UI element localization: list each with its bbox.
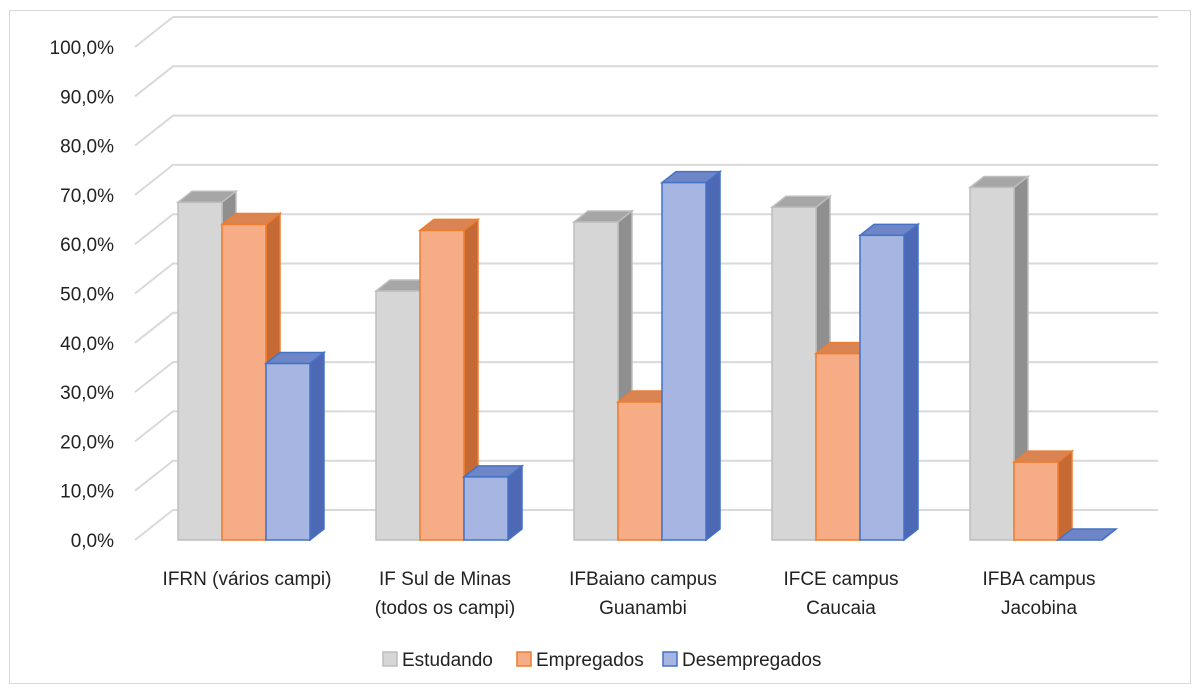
x-category-label: IFBaiano campus xyxy=(569,569,717,590)
bar-side-face xyxy=(705,170,721,542)
bar xyxy=(461,464,525,542)
y-tick-label: 40,0% xyxy=(60,334,114,355)
x-axis-labels: IFRN (vários campi) IF Sul de Minas (todos… xyxy=(163,569,1096,619)
bar-front-face xyxy=(419,229,465,541)
x-category-label: IF Sul de Minas xyxy=(379,569,511,590)
bar-front-face xyxy=(661,181,707,541)
bar-front-face xyxy=(265,362,311,541)
y-tick-label: 80,0% xyxy=(60,137,114,158)
y-tick-label: 90,0% xyxy=(60,87,114,108)
bar xyxy=(659,170,723,542)
y-tick-label: 100,0% xyxy=(50,38,115,59)
legend-swatch xyxy=(516,651,532,667)
bar-front-face xyxy=(617,401,663,541)
x-category-label: Guanambi xyxy=(599,598,687,619)
y-axis-labels: 0,0% 10,0% 20,0% 30,0% 40,0% 50,0% 60,0% 70,0% 8… xyxy=(50,38,115,552)
bar-front-face xyxy=(815,352,861,541)
bar-front-face xyxy=(1013,461,1059,541)
bar-front-face xyxy=(221,223,267,541)
bar-side-face xyxy=(903,222,919,542)
y-tick-label: 60,0% xyxy=(60,235,114,256)
bar-front-face xyxy=(859,234,905,541)
bar xyxy=(417,217,481,542)
x-category-label: IFRN (vários campi) xyxy=(163,569,332,590)
bar-front-face xyxy=(463,476,509,541)
y-tick-label: 0,0% xyxy=(71,531,114,552)
legend: Estudando Empregados Desempregados xyxy=(382,650,821,671)
legend-label: Desempregados xyxy=(682,650,821,671)
bar-side-face xyxy=(507,464,523,542)
x-category-label: Jacobina xyxy=(1001,598,1077,619)
legend-swatch xyxy=(382,651,398,667)
bar xyxy=(1011,449,1075,542)
bar-front-face xyxy=(177,201,223,541)
bar-front-face xyxy=(969,186,1015,541)
bar-side-face xyxy=(1101,528,1117,541)
bar-front-face xyxy=(573,221,619,541)
bar-front-face xyxy=(375,290,421,541)
bar-side-face xyxy=(309,350,325,542)
y-tick-label: 70,0% xyxy=(60,186,114,207)
legend-label: Estudando xyxy=(402,650,493,671)
bar xyxy=(263,350,327,542)
x-category-label: IFBA campus xyxy=(983,569,1096,590)
bar-front-face xyxy=(771,206,817,541)
bars xyxy=(175,170,1119,542)
y-tick-label: 20,0% xyxy=(60,432,114,453)
gridline xyxy=(134,65,1158,98)
bar-side-face xyxy=(1057,449,1073,542)
bar xyxy=(967,174,1031,542)
bar xyxy=(857,222,921,542)
gridline xyxy=(134,114,1158,147)
y-tick-label: 30,0% xyxy=(60,383,114,404)
legend-swatch xyxy=(662,651,678,667)
gridline xyxy=(134,16,1158,48)
x-category-label: Caucaia xyxy=(806,598,876,619)
y-tick-label: 10,0% xyxy=(60,482,114,503)
y-tick-label: 50,0% xyxy=(60,285,114,306)
gridline xyxy=(134,163,1158,196)
legend-label: Empregados xyxy=(536,650,644,671)
bar xyxy=(1055,528,1119,541)
x-category-label: IFCE campus xyxy=(783,569,898,590)
x-category-label: (todos os campi) xyxy=(375,598,515,619)
